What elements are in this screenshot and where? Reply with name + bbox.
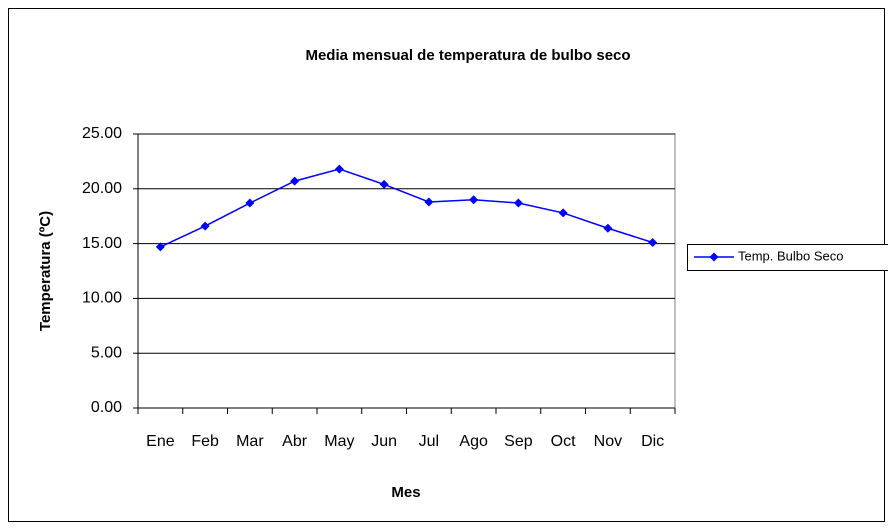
data-point <box>290 176 300 186</box>
y-axis-label: Temperatura (ºC) <box>37 211 54 331</box>
x-tick-label: Ene <box>146 433 175 450</box>
series-line <box>160 168 653 248</box>
data-point <box>648 238 658 248</box>
x-axis-label: Mes <box>391 484 420 501</box>
x-tick-label: Feb <box>191 433 219 450</box>
x-tick-label: Abr <box>282 433 308 450</box>
x-tick-label: Dic <box>641 433 664 450</box>
data-point <box>558 208 568 218</box>
x-tick-label: Mar <box>236 433 264 450</box>
y-tick-label: 5.00 <box>91 344 122 361</box>
data-point <box>155 242 165 252</box>
x-tick-label: Ago <box>459 433 488 450</box>
data-point <box>245 198 255 208</box>
y-tick-label: 0.00 <box>91 399 122 416</box>
y-tick-label: 20.00 <box>82 180 122 197</box>
y-tick-label: 10.00 <box>82 290 122 307</box>
legend-marker <box>709 252 719 262</box>
legend-label: Temp. Bulbo Seco <box>738 248 844 263</box>
data-point <box>334 164 344 174</box>
data-point <box>200 221 210 231</box>
y-tick-label: 25.00 <box>82 125 122 142</box>
data-point <box>513 198 523 208</box>
data-point <box>603 223 613 233</box>
data-point <box>469 195 479 205</box>
x-tick-label: Jun <box>371 433 397 450</box>
data-point <box>424 197 434 207</box>
plot-area <box>137 133 676 409</box>
chart-title: Media mensual de temperatura de bulbo se… <box>305 47 630 64</box>
y-tick-label: 15.00 <box>82 235 122 252</box>
x-tick-label: Nov <box>594 433 622 450</box>
x-tick-label: Sep <box>504 433 533 450</box>
x-tick-label: Oct <box>551 433 576 450</box>
x-tick-label: Jul <box>419 433 439 450</box>
data-point <box>379 179 389 189</box>
x-tick-label: May <box>324 433 354 450</box>
